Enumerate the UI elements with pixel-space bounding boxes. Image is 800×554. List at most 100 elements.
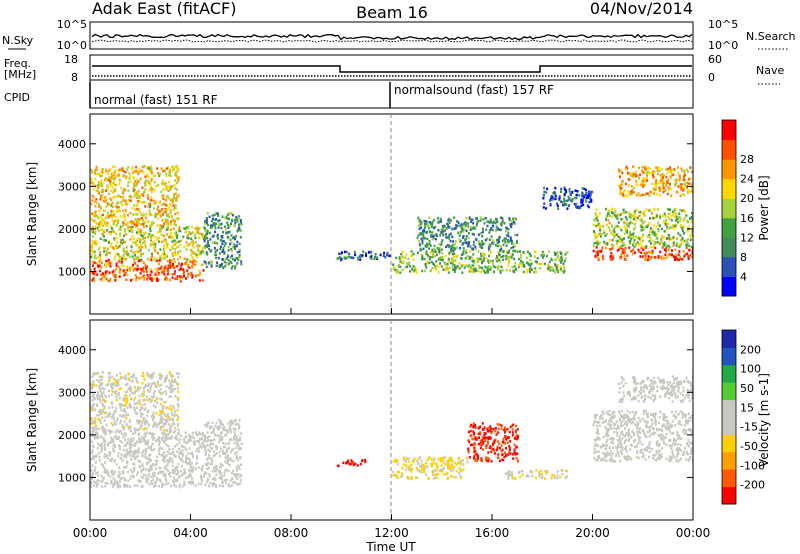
velocity-colorbar-segment xyxy=(722,469,736,488)
freq-unit-label: [MHz] xyxy=(4,68,36,81)
cpid-mode-normalsound: normalsound (fast) 157 RF xyxy=(394,83,554,97)
power-colorbar-tick: 8 xyxy=(740,251,747,264)
velocity-colorbar-tick: 15 xyxy=(740,401,754,414)
velocity-ytick-label: 4000 xyxy=(58,344,86,357)
velocity-region-9 xyxy=(618,375,693,404)
power-region-3 xyxy=(203,212,243,270)
x-tick-label: 04:00 xyxy=(173,526,208,540)
nave-tick-bottom: 0 xyxy=(708,71,715,84)
x-tick-label: 20:00 xyxy=(575,526,610,540)
freq-label: Freq. xyxy=(4,57,31,70)
station-title: Adak East (fitACF) xyxy=(92,0,236,18)
velocity-region-3 xyxy=(203,418,243,468)
velocity-region-5 xyxy=(391,456,469,480)
cpid-panel: CPID normal (fast) 151 RF normalsound (f… xyxy=(4,79,694,109)
power-colorbar-tick: 16 xyxy=(740,212,754,225)
nsky-tick-top: 10^5 xyxy=(57,18,87,31)
velocity-region-1 xyxy=(90,430,205,467)
velocity-region-0 xyxy=(90,464,243,489)
velocity-colorbar-segment xyxy=(722,330,736,348)
nsearch-tick-bottom: 10^0 xyxy=(708,39,738,52)
cpid-label: CPID xyxy=(4,91,30,104)
power-colorbar-segment xyxy=(722,217,736,238)
power-region-8 xyxy=(592,246,693,262)
power-region-5 xyxy=(392,250,569,274)
velocity-colorbar-tick: 50 xyxy=(740,382,754,395)
freq-tick-top: 18 xyxy=(64,53,78,66)
nsearch-tick-top: 10^5 xyxy=(708,18,738,31)
velocity-colorbar-segment xyxy=(722,347,736,366)
power-region-10 xyxy=(617,165,693,198)
velocity-colorbar-tick: -50 xyxy=(740,440,758,453)
nsky-trace xyxy=(91,33,693,43)
power-ytick-label: 4000 xyxy=(58,138,86,151)
power-colorbar-tick: 24 xyxy=(740,173,754,186)
x-tick-label: 16:00 xyxy=(475,526,510,540)
nave-tick-top: 60 xyxy=(708,53,722,66)
power-colorbar-tick: 12 xyxy=(740,231,754,244)
velocity-colorbar-tick: 100 xyxy=(740,363,761,376)
nsky-label: N.Sky xyxy=(2,34,34,47)
velocity-region-4 xyxy=(336,458,367,468)
velocity-ytick-label: 1000 xyxy=(58,471,86,484)
cpid-mode-normal: normal (fast) 151 RF xyxy=(94,93,218,107)
power-region-6 xyxy=(416,216,519,253)
x-axis-label: Time UT xyxy=(365,540,416,554)
velocity-colorbar-segment xyxy=(722,382,736,401)
velocity-ytick-label: 3000 xyxy=(58,386,86,399)
power-colorbar-segment xyxy=(722,120,736,141)
velocity-colorbar-segment xyxy=(722,434,736,453)
velocity-region-2 xyxy=(90,371,180,433)
power-colorbar: 4 8 12 16 20 24 28 xyxy=(721,119,754,297)
power-colorbar-segment xyxy=(722,139,736,160)
power-region-0 xyxy=(90,258,205,283)
date-title: 04/Nov/2014 xyxy=(590,0,693,18)
beam-title: Beam 16 xyxy=(356,3,428,22)
power-colorbar-segment xyxy=(722,276,736,297)
power-colorbar-tick: 28 xyxy=(740,153,754,166)
power-ytick-label: 2000 xyxy=(58,223,86,236)
power-colorbar-label: Power [dB] xyxy=(757,175,771,240)
power-colorbar-segment xyxy=(722,178,736,199)
freq-tick-bottom: 8 xyxy=(71,71,78,84)
nsearch-label: N.Search xyxy=(746,30,796,43)
nave-label: Nave xyxy=(756,64,784,77)
power-colorbar-segment xyxy=(722,198,736,219)
power-ytick-label: 3000 xyxy=(58,180,86,193)
power-region-1 xyxy=(90,224,205,262)
velocity-colorbar: 200 100 50 15 -15 -50 -100 -200 xyxy=(721,329,765,505)
velocity-colorbar-tick: 200 xyxy=(740,343,761,356)
velocity-region-6 xyxy=(467,422,520,463)
velocity-colorbar-segment xyxy=(722,399,736,418)
velocity-ylabel: Slant Range [km] xyxy=(25,368,39,472)
nsky-tick-bottom: 10^0 xyxy=(57,39,87,52)
power-colorbar-tick: 4 xyxy=(740,270,747,283)
velocity-colorbar-tick: -100 xyxy=(740,459,765,472)
power-colorbar-segment xyxy=(722,237,736,258)
velocity-colorbar-segment xyxy=(722,417,736,435)
power-region-7 xyxy=(542,186,594,211)
power-panel: 1000 2000 3000 4000 Slant Range [km] 4 8 12 16… xyxy=(25,113,771,315)
x-tick-label: 12:00 xyxy=(374,526,409,540)
power-region-2 xyxy=(90,165,180,228)
freq-trace xyxy=(92,65,692,73)
power-colorbar-tick: 20 xyxy=(740,192,754,205)
power-region-4 xyxy=(336,250,391,262)
velocity-colorbar-segment xyxy=(722,486,736,505)
velocity-region-8 xyxy=(592,409,693,463)
power-colorbar-segment xyxy=(722,159,736,180)
velocity-colorbar-tick: -15 xyxy=(740,421,758,434)
power-ylabel: Slant Range [km] xyxy=(25,162,39,266)
x-tick-label: 00:00 xyxy=(73,526,108,540)
nsky-panel: N.Sky 10^5 10^0 10^5 10^0 N.Search xyxy=(2,18,796,52)
x-tick-label: 00:00 xyxy=(676,526,711,540)
velocity-colorbar-segment xyxy=(722,451,736,470)
velocity-colorbar-label: Velocity [m s-1] xyxy=(757,373,771,467)
velocity-colorbar-tick: -200 xyxy=(740,479,765,492)
velocity-panel: 1000 2000 3000 4000 Slant Range [km] 200 100… xyxy=(25,308,771,554)
freq-panel: Freq. [MHz] 18 8 60 0 Nave xyxy=(4,53,784,85)
x-tick-label: 08:00 xyxy=(274,526,309,540)
power-region-9 xyxy=(592,207,693,249)
power-ytick-label: 1000 xyxy=(58,265,86,278)
